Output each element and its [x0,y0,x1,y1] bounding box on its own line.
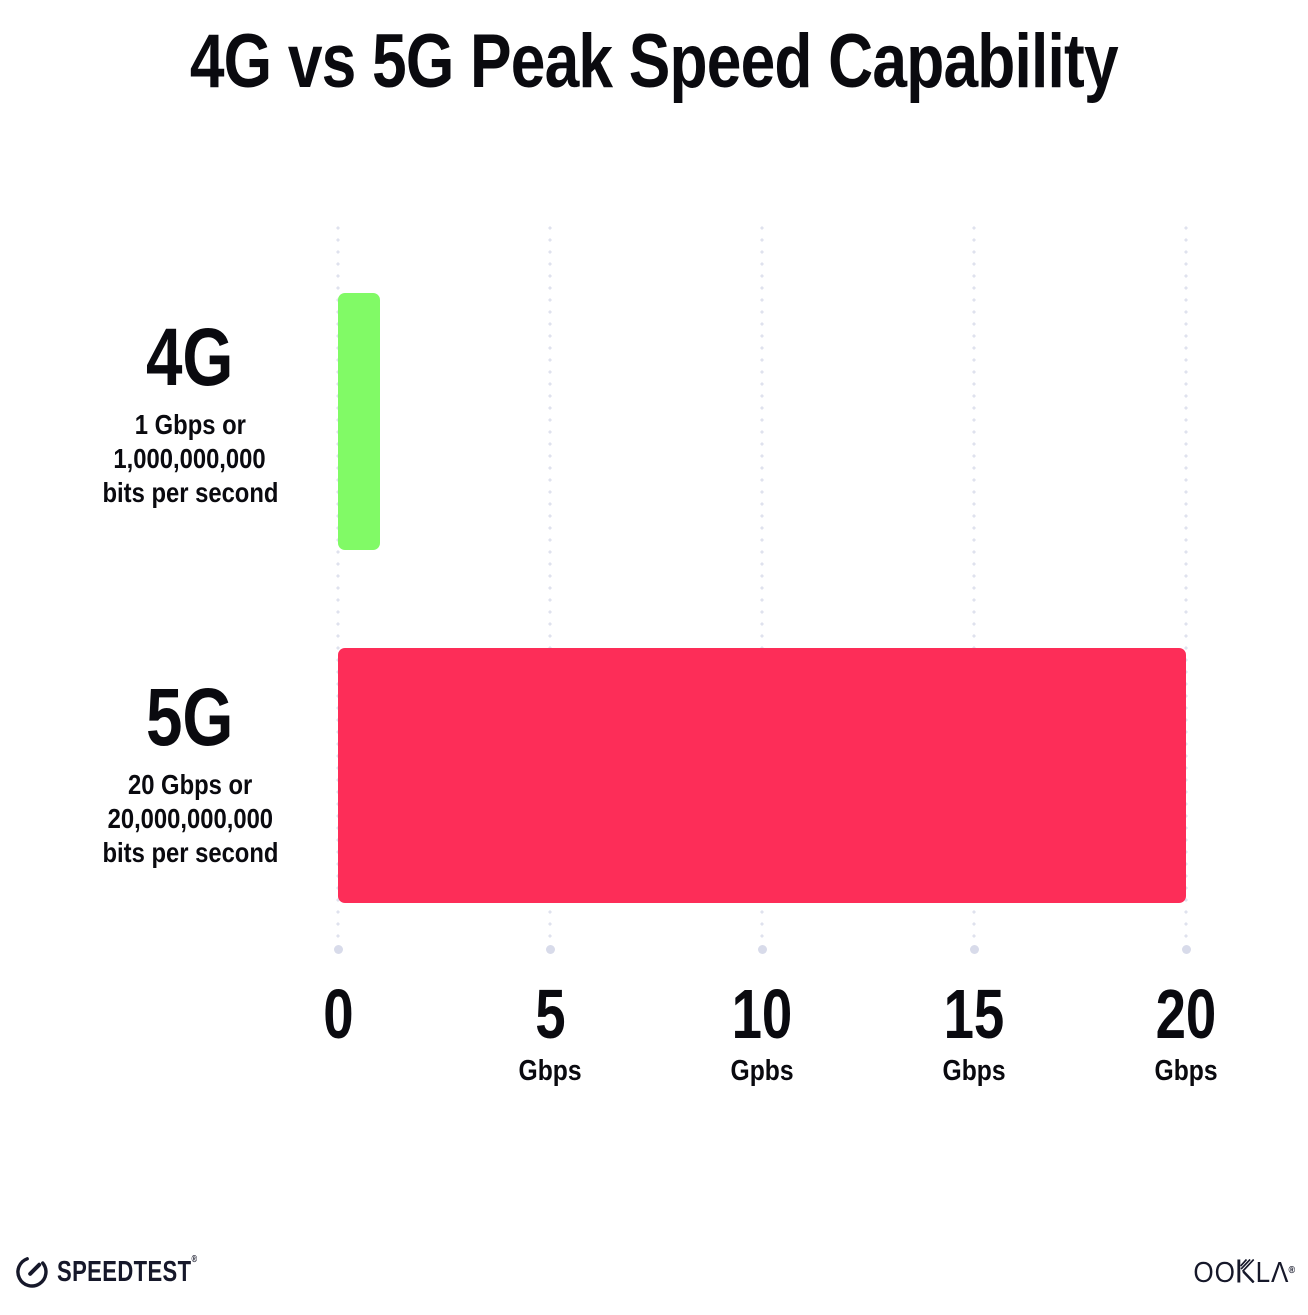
chart-title-text: 4G vs 5G Peak Speed Capability [190,19,1119,104]
speedtest-wordmark: SPEEDTEST® [57,1253,198,1288]
category-4g-heading: 4G [146,312,234,403]
category-label-5g: 5G 20 Gbps or 20,000,000,000 bits per se… [16,676,364,870]
speedtest-gauge-icon [16,1257,48,1288]
x-tick-15-unit: Gbps [942,1055,1006,1087]
x-tick-20-value: 20 [1155,975,1217,1053]
chart-title: 4G vs 5G Peak Speed Capability [0,20,1308,104]
x-tick-10-unit: Gpbs [730,1055,794,1087]
x-tick-0-value: 0 [322,975,354,1053]
x-tick-15-value: 15 [943,975,1005,1053]
x-tick-20: 20 Gbps [1080,978,1292,1088]
ookla-l: L [1255,1257,1272,1289]
x-tick-20-unit: Gbps [1154,1055,1218,1087]
ookla-k-icon [1237,1258,1255,1284]
gridline-0 [333,222,343,954]
x-tick-5-unit: Gbps [518,1055,582,1087]
gridline-10 [757,222,767,954]
bar-5g [338,648,1186,903]
category-5g-heading: 5G [146,672,234,763]
category-5g-sublabel: 20 Gbps or 20,000,000,000 bits per secon… [102,769,278,868]
gridline-5 [545,222,555,954]
ookla-logo: OO LΛ® [1193,1258,1296,1288]
ookla-trademark: ® [1288,1265,1296,1276]
x-tick-10-value: 10 [731,975,793,1053]
category-label-4g: 4G 1 Gbps or 1,000,000,000 bits per seco… [16,316,364,510]
ookla-oo: OO [1193,1257,1236,1289]
x-tick-15: 15 Gbps [868,978,1080,1088]
speedtest-trademark: ® [191,1253,198,1265]
x-tick-5: 5 Gbps [444,978,656,1088]
x-tick-5-value: 5 [534,975,566,1053]
category-4g-sublabel: 1 Gbps or 1,000,000,000 bits per second [102,409,278,508]
speedtest-logo: SPEEDTEST® [14,1254,242,1290]
x-tick-0: 0 [232,978,444,1088]
bar-4g [338,293,380,550]
x-tick-0-unit [232,1054,444,1088]
ookla-a: Λ [1271,1257,1289,1289]
gridline-20 [1181,222,1191,954]
gridline-15 [969,222,979,954]
x-tick-10: 10 Gpbs [656,978,868,1088]
